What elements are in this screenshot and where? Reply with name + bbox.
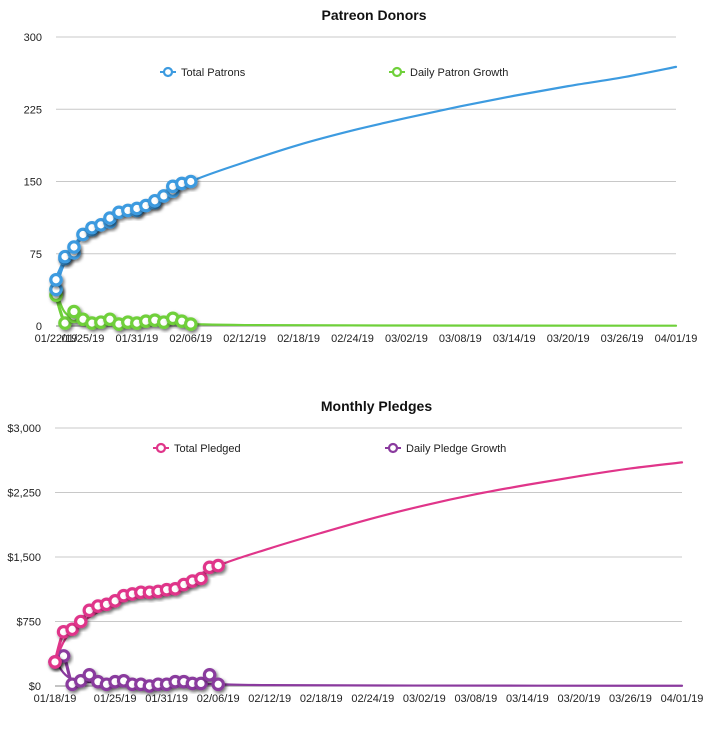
x-tick-label: 02/24/19 <box>351 693 394 705</box>
chart-title: Patreon Donors <box>321 7 426 23</box>
x-tick-label: 01/31/19 <box>115 333 158 345</box>
x-tick-label: 03/08/19 <box>439 333 482 345</box>
legend-swatch-marker <box>387 442 399 454</box>
data-point <box>211 677 225 692</box>
x-tick-label: 02/12/19 <box>223 333 266 345</box>
data-point <box>202 668 217 682</box>
x-tick-label: 01/25/19 <box>94 693 137 705</box>
x-tick-label: 02/18/19 <box>300 693 343 705</box>
y-tick-label: 75 <box>30 249 42 261</box>
y-tick-label: 150 <box>24 177 42 189</box>
x-tick-label: 03/02/19 <box>385 333 428 345</box>
data-point <box>65 622 79 637</box>
x-tick-label: 02/12/19 <box>248 693 291 705</box>
x-tick-label: 01/22/19 <box>35 333 78 345</box>
data-point <box>73 674 88 688</box>
data-point <box>73 614 88 629</box>
y-tick-label: 300 <box>24 32 42 44</box>
legend-label: Total Patrons <box>181 67 246 79</box>
y-tick-label: 225 <box>24 104 42 116</box>
x-tick-label: 02/24/19 <box>331 333 374 345</box>
y-tick-label: $1,500 <box>7 552 41 564</box>
data-point <box>58 316 72 330</box>
legend-label: Daily Patron Growth <box>410 67 508 79</box>
x-tick-label: 02/18/19 <box>277 333 320 345</box>
x-tick-label: 03/02/19 <box>403 693 446 705</box>
x-tick-label: 01/18/19 <box>34 693 77 705</box>
legend-label: Daily Pledge Growth <box>406 443 506 455</box>
x-tick-label: 01/31/19 <box>145 693 188 705</box>
y-tick-label: 0 <box>36 321 42 333</box>
data-point <box>56 649 71 663</box>
data-point <box>211 558 225 573</box>
series-trend-line <box>54 65 678 291</box>
legend-swatch-marker <box>162 66 174 78</box>
legend-label: Total Pledged <box>174 443 241 455</box>
x-tick-label: 03/20/19 <box>547 333 590 345</box>
chart-2: Monthly Pledges $0 $750 $1,500 $2,250 $3,000 0… <box>7 398 703 705</box>
x-tick-label: 02/06/19 <box>197 693 240 705</box>
series-line <box>53 179 192 290</box>
data-point <box>67 240 81 254</box>
x-tick-label: 01/25/19 <box>62 333 105 345</box>
y-tick-label: $3,000 <box>7 423 41 435</box>
data-point <box>82 668 97 682</box>
chart-1: Patreon Donors 0 75 150 225 300 01/22/1901/25/… <box>24 7 698 345</box>
y-tick-label: $0 <box>29 681 41 693</box>
x-tick-label: 02/06/19 <box>169 333 212 345</box>
data-point <box>67 304 81 319</box>
x-tick-label: 03/20/19 <box>558 693 601 705</box>
x-tick-label: 03/14/19 <box>493 333 536 345</box>
x-tick-label: 03/08/19 <box>454 693 497 705</box>
data-point <box>183 317 198 331</box>
x-tick-label: 04/01/19 <box>655 333 698 345</box>
legend-swatch-marker <box>155 442 167 454</box>
x-tick-label: 04/01/19 <box>661 693 704 705</box>
data-point <box>49 272 63 287</box>
x-tick-label: 03/14/19 <box>506 693 549 705</box>
data-point <box>183 174 198 189</box>
legend-swatch-marker <box>391 66 403 78</box>
x-tick-label: 03/26/19 <box>601 333 644 345</box>
data-point <box>48 655 62 669</box>
y-tick-label: $750 <box>17 617 41 629</box>
data-point <box>103 211 117 225</box>
y-tick-label: $2,250 <box>7 488 41 500</box>
data-point <box>194 571 208 586</box>
x-tick-label: 03/26/19 <box>609 693 652 705</box>
chart-title: Monthly Pledges <box>321 398 432 414</box>
data-point <box>194 676 208 691</box>
